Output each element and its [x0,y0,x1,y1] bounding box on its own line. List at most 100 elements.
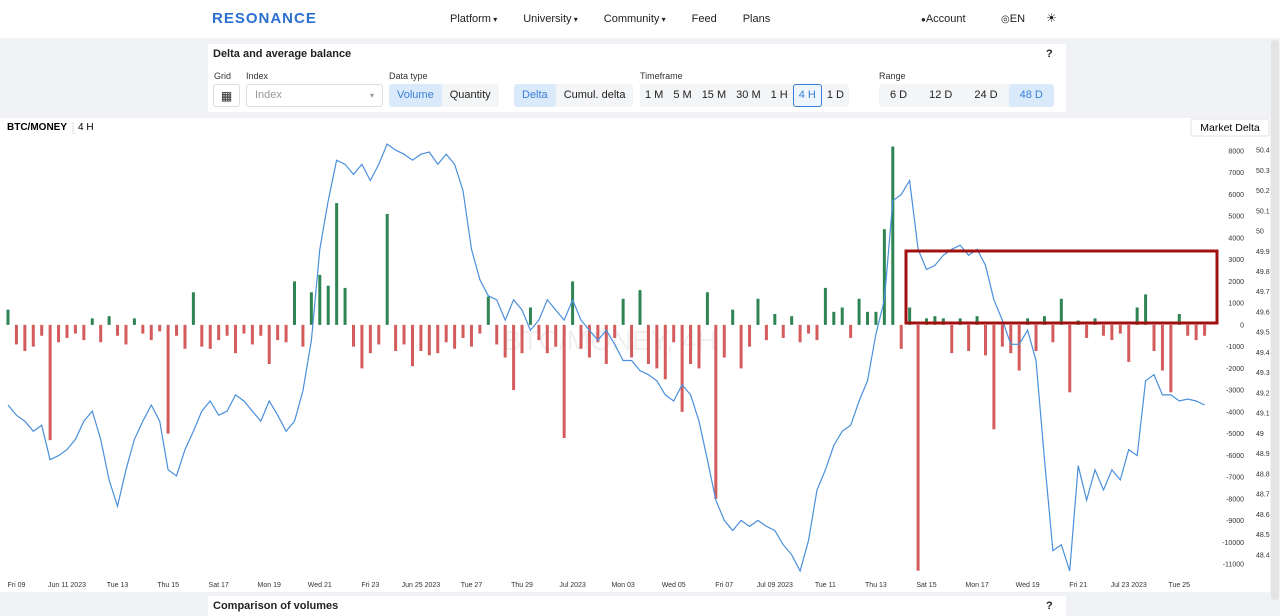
help-button[interactable]: ? [1046,600,1053,612]
bar [528,307,532,325]
bar [419,324,423,351]
bar [1085,324,1089,338]
y2-tick-label: 48.7 [1256,492,1270,499]
nav-item[interactable]: Feed [691,13,717,25]
y-tick-label: -11000 [1223,562,1244,569]
series-button[interactable] [1190,118,1270,137]
bar [444,324,448,343]
bar [6,309,10,325]
bar [385,213,389,325]
bar [1203,324,1207,336]
x-tick-label: Tue 27 [461,582,483,589]
nav-item[interactable]: Community [604,13,666,25]
toggle-button[interactable]: 5 M [673,89,692,101]
x-tick-label: Tue 11 [815,582,836,589]
bar [360,324,364,369]
toggle-button[interactable]: 1 M [645,89,664,101]
bar [748,324,752,347]
bar [874,311,878,325]
grid-button[interactable]: ▦ [213,84,240,107]
y-tick-label: 5000 [1228,214,1244,221]
bar [1135,307,1139,325]
bar [950,324,954,354]
toggle-button[interactable]: Volume [389,84,442,107]
bar [512,324,516,391]
bar [571,281,575,325]
toggle-button[interactable]: 15 M [701,89,727,101]
bar [832,311,836,325]
y2-tick-label: 50.4 [1256,148,1270,155]
y-tick-label: -10000 [1222,540,1244,547]
y-tick-label: 3000 [1228,257,1244,264]
help-button[interactable]: ? [1046,48,1053,60]
toggle-button[interactable]: 30 M [736,89,761,101]
logo[interactable]: RESONANCE [212,10,317,27]
bar [1068,324,1072,393]
bar [1017,324,1021,371]
toggle-button[interactable]: Delta [514,84,556,107]
bar [1127,324,1131,362]
y2-tick-label: 50.3 [1256,168,1270,175]
y2-tick-label: 49.2 [1256,390,1270,397]
bar [537,324,541,341]
data-type-label: Data type [389,71,428,81]
y-tick-label: -6000 [1226,453,1244,460]
bar [604,324,608,365]
toggle-button[interactable]: 4 H [792,84,822,107]
bar [301,324,305,347]
y-tick-label: 7000 [1228,170,1244,177]
bar [849,324,853,338]
bar [293,281,297,325]
bar [225,324,229,336]
bar [503,324,507,358]
grid-label: Grid [214,71,232,81]
bar [469,324,473,347]
bar [680,324,684,412]
index-select[interactable]: Index [246,84,383,107]
timeframe-label: Timeframe [640,71,683,81]
account-link[interactable]: Account [921,13,966,25]
bar [840,307,844,325]
bar [1160,324,1164,371]
toggle-button[interactable]: Quantity [449,89,491,101]
bar [82,324,86,341]
toggle-button[interactable]: 6 D [890,89,908,101]
toggle-button[interactable]: Cumul. delta [563,89,626,101]
y-tick-label: 1000 [1228,301,1244,308]
scrollbar[interactable] [1271,40,1279,600]
bar [798,324,802,343]
bar [1177,314,1181,325]
bar [1110,324,1114,341]
toggle-button[interactable]: 12 D [929,89,953,101]
timeframe-group: 1 M 5 M 15 M 30 M 1 H 4 H 1 D [640,84,849,107]
bar [781,324,785,338]
y2-tick-label: 49.8 [1256,269,1270,276]
theme-toggle[interactable]: ☀ [1046,11,1057,25]
y2-tick-label: 49.7 [1256,289,1270,296]
y-tick-label: 2000 [1228,279,1244,286]
bar [31,324,35,347]
y-tick-label: 6000 [1228,192,1244,199]
y2-tick-label: 49.1 [1256,411,1270,418]
toggle-button[interactable]: 1 D [826,89,844,101]
bar [773,314,777,325]
bar [663,324,667,380]
y-tick-label: -7000 [1226,475,1244,482]
language-switch[interactable]: EN [1001,13,1025,25]
x-tick-label: Jul 23 2023 [1111,582,1147,589]
toggle-button[interactable]: 1 H [770,89,788,101]
toggle-button[interactable]: 48 D [1008,84,1054,107]
bar [461,324,465,338]
bar [672,324,676,343]
nav-item[interactable]: Plans [742,13,771,25]
nav-item[interactable]: University [523,13,578,25]
toggle-button[interactable]: 24 D [974,89,998,101]
y2-tick-label: 50 [1256,229,1264,236]
bar [250,324,254,345]
legend-entry[interactable]: Market Delta [1200,122,1260,134]
x-tick-label: Fri 07 [715,582,733,589]
y2-tick-label: 50.2 [1256,188,1270,195]
x-tick-label: Thu 15 [157,582,179,589]
nav-item[interactable]: Platform [450,13,497,25]
next-panel: Comparison of volumes ? [208,596,1066,616]
